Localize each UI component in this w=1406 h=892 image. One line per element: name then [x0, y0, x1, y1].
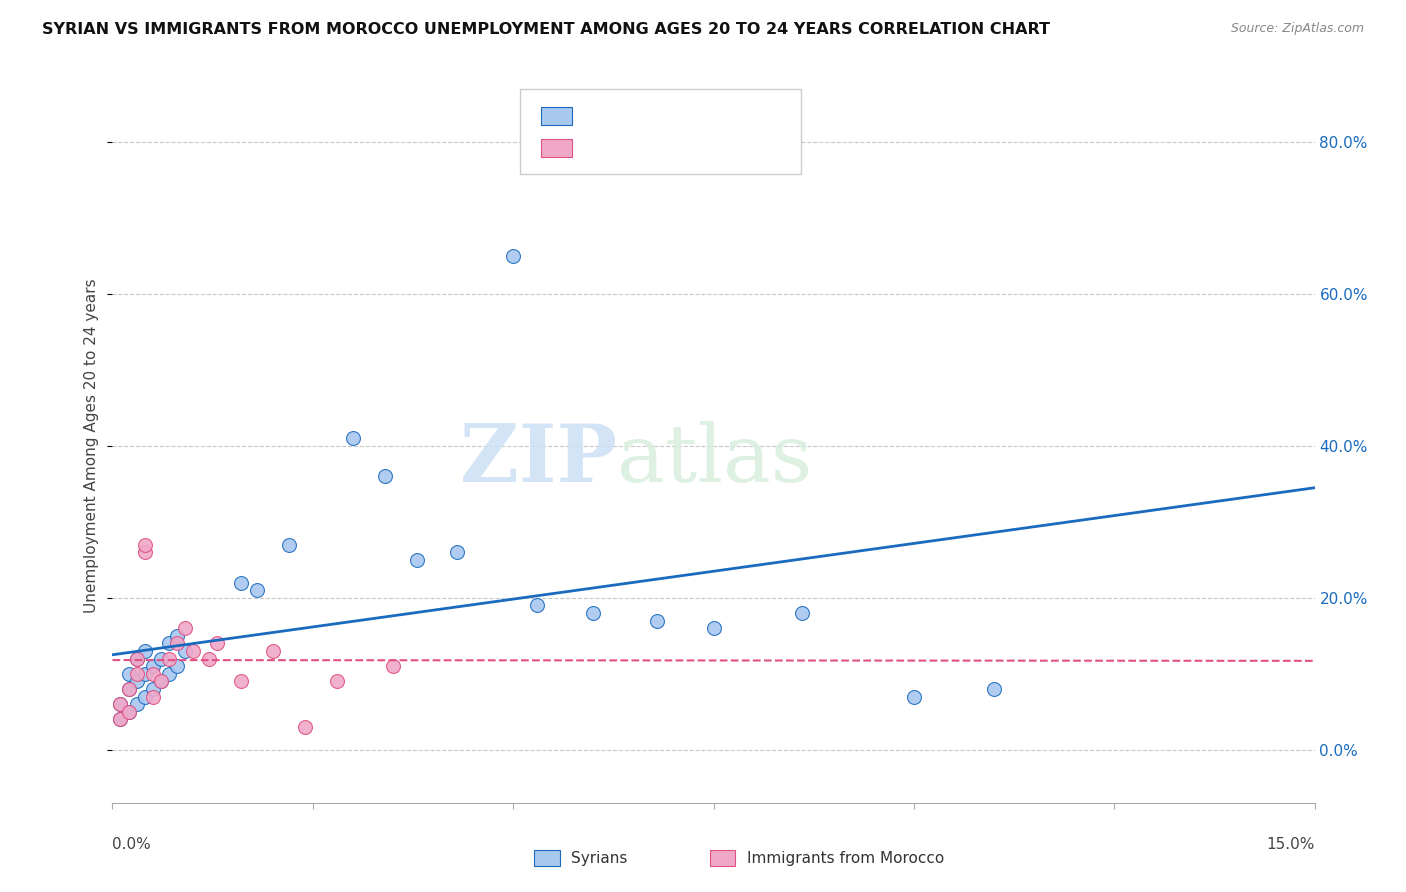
Point — [173, 644, 195, 658]
Text: ZIP: ZIP — [460, 421, 617, 500]
Point — [205, 636, 228, 650]
Point — [181, 644, 204, 658]
Text: N =: N = — [657, 141, 699, 156]
Point — [647, 614, 669, 628]
Point — [342, 431, 364, 445]
Point — [983, 681, 1005, 696]
Text: SYRIAN VS IMMIGRANTS FROM MOROCCO UNEMPLOYMENT AMONG AGES 20 TO 24 YEARS CORRELA: SYRIAN VS IMMIGRANTS FROM MOROCCO UNEMPL… — [42, 22, 1050, 37]
Point — [446, 545, 468, 559]
Point — [134, 644, 156, 658]
Point — [110, 697, 132, 711]
Point — [134, 690, 156, 704]
Point — [406, 553, 429, 567]
Point — [125, 651, 148, 665]
Point — [903, 690, 925, 704]
Point — [110, 712, 132, 726]
Point — [382, 659, 405, 673]
Point — [110, 712, 132, 726]
Point — [166, 629, 188, 643]
Point — [166, 636, 188, 650]
Text: N =: N = — [657, 109, 699, 124]
Point — [229, 674, 252, 689]
Point — [157, 651, 180, 665]
Point — [110, 697, 132, 711]
Text: 35: 35 — [699, 109, 718, 124]
Text: Syrians: Syrians — [571, 851, 627, 865]
Point — [125, 651, 148, 665]
Point — [374, 469, 396, 483]
Text: Immigrants from Morocco: Immigrants from Morocco — [747, 851, 943, 865]
Point — [157, 666, 180, 681]
Text: R =: R = — [581, 141, 612, 156]
Point — [149, 674, 172, 689]
Point — [117, 681, 139, 696]
Point — [702, 621, 725, 635]
Point — [134, 545, 156, 559]
Y-axis label: Unemployment Among Ages 20 to 24 years: Unemployment Among Ages 20 to 24 years — [84, 278, 100, 614]
Point — [117, 705, 139, 719]
Point — [141, 659, 163, 673]
Point — [149, 674, 172, 689]
Point — [117, 681, 139, 696]
Point — [326, 674, 349, 689]
Point — [229, 575, 252, 590]
Point — [125, 674, 148, 689]
Point — [117, 705, 139, 719]
Point — [246, 583, 269, 598]
Text: -0.001: -0.001 — [612, 141, 664, 156]
Point — [173, 621, 195, 635]
Point — [125, 666, 148, 681]
Point — [134, 666, 156, 681]
Text: atlas: atlas — [617, 421, 813, 500]
Point — [294, 720, 316, 734]
Point — [197, 651, 219, 665]
Point — [582, 606, 605, 620]
Point — [125, 697, 148, 711]
Point — [117, 666, 139, 681]
Text: Source: ZipAtlas.com: Source: ZipAtlas.com — [1230, 22, 1364, 36]
Point — [149, 651, 172, 665]
Point — [166, 659, 188, 673]
Point — [526, 599, 548, 613]
Point — [157, 636, 180, 650]
Point — [134, 538, 156, 552]
Point — [141, 666, 163, 681]
Point — [790, 606, 813, 620]
Text: 22: 22 — [699, 141, 718, 156]
Point — [502, 249, 524, 263]
Point — [277, 538, 299, 552]
Text: 0.234: 0.234 — [614, 109, 661, 124]
Point — [262, 644, 284, 658]
Text: 0.0%: 0.0% — [112, 837, 152, 852]
Text: R =: R = — [581, 109, 617, 124]
Point — [141, 690, 163, 704]
Point — [141, 681, 163, 696]
Text: 15.0%: 15.0% — [1267, 837, 1315, 852]
